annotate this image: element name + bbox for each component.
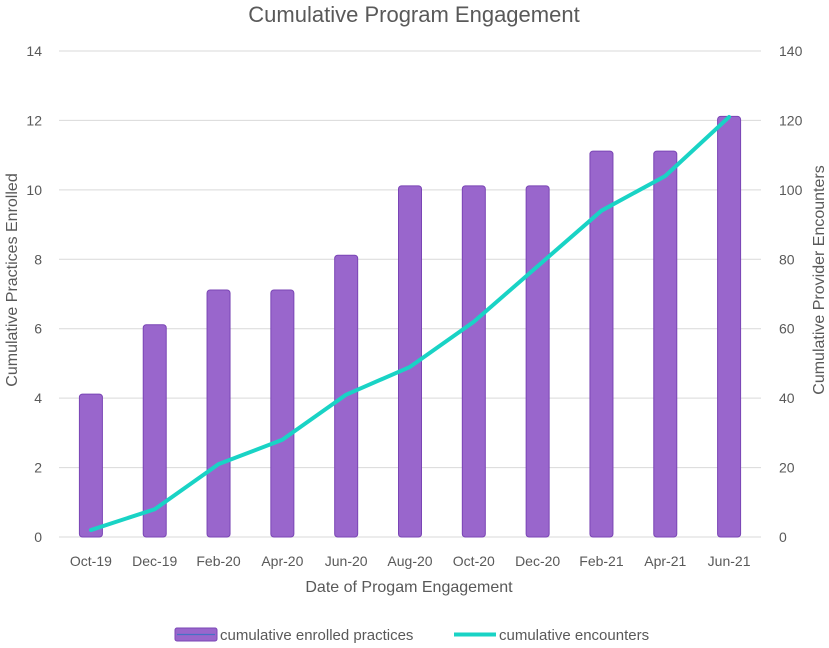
bar-Oct-20 [461, 185, 486, 538]
x-tick-label: Jun-21 [708, 553, 751, 569]
bar-Dec-20 [525, 185, 550, 538]
right-tick-label: 60 [779, 321, 795, 337]
right-tick-label: 100 [779, 182, 803, 198]
bar-Feb-21 [589, 150, 614, 538]
x-tick-label: Apr-20 [261, 553, 303, 569]
bar-Feb-20 [206, 289, 231, 538]
right-axis-label: Cumulative Provider Encounters [811, 165, 828, 394]
left-tick-label: 6 [34, 321, 42, 337]
x-tick-label: Feb-20 [196, 553, 241, 569]
right-tick-label: 120 [779, 112, 803, 128]
bar-Aug-20 [398, 185, 422, 538]
left-tick-label: 0 [34, 529, 42, 545]
bar-Apr-21 [653, 150, 678, 538]
x-tick-label: Dec-19 [132, 553, 177, 569]
x-tick-label: Jun-20 [325, 553, 368, 569]
x-tick-label: Apr-21 [644, 553, 686, 569]
legend-label-bars: cumulative enrolled practices [220, 627, 413, 644]
left-axis-label: Cumulative Practices Enrolled [4, 173, 21, 386]
left-tick-label: 12 [26, 112, 42, 128]
right-axis-ticks: 0 20 40 60 80 100 120 140 [779, 43, 803, 545]
left-axis-ticks: 0 2 4 6 8 10 12 14 [26, 43, 42, 545]
chart-title: Cumulative Program Engagement [248, 2, 579, 27]
legend: cumulative enrolled practices cumulative… [174, 627, 649, 644]
right-tick-label: 80 [779, 251, 795, 267]
line-series [88, 114, 732, 533]
left-tick-label: 8 [34, 251, 42, 267]
left-tick-label: 2 [34, 460, 42, 476]
left-tick-label: 14 [26, 43, 42, 59]
right-tick-label: 140 [779, 43, 803, 59]
x-tick-label: Feb-21 [579, 553, 624, 569]
bar-Oct-19 [78, 393, 103, 538]
bar-Dec-19 [142, 324, 167, 538]
legend-label-line: cumulative encounters [499, 627, 649, 644]
x-axis-label: Date of Progam Engagement [305, 579, 513, 596]
x-axis-ticks: Oct-19 Dec-19 Feb-20 Apr-20 Jun-20 Aug-20 Oct-… [70, 553, 751, 569]
bar-Jun-21 [717, 115, 742, 538]
left-tick-label: 4 [34, 390, 42, 406]
x-tick-label: Dec-20 [515, 553, 560, 569]
right-tick-label: 20 [779, 460, 795, 476]
x-tick-label: Oct-19 [70, 553, 112, 569]
bar-series [78, 115, 742, 538]
left-tick-label: 10 [26, 182, 42, 198]
x-tick-label: Aug-20 [387, 553, 432, 569]
right-tick-label: 0 [779, 529, 787, 545]
right-tick-label: 40 [779, 390, 795, 406]
bar-Apr-20 [270, 289, 295, 538]
x-tick-label: Oct-20 [453, 553, 495, 569]
